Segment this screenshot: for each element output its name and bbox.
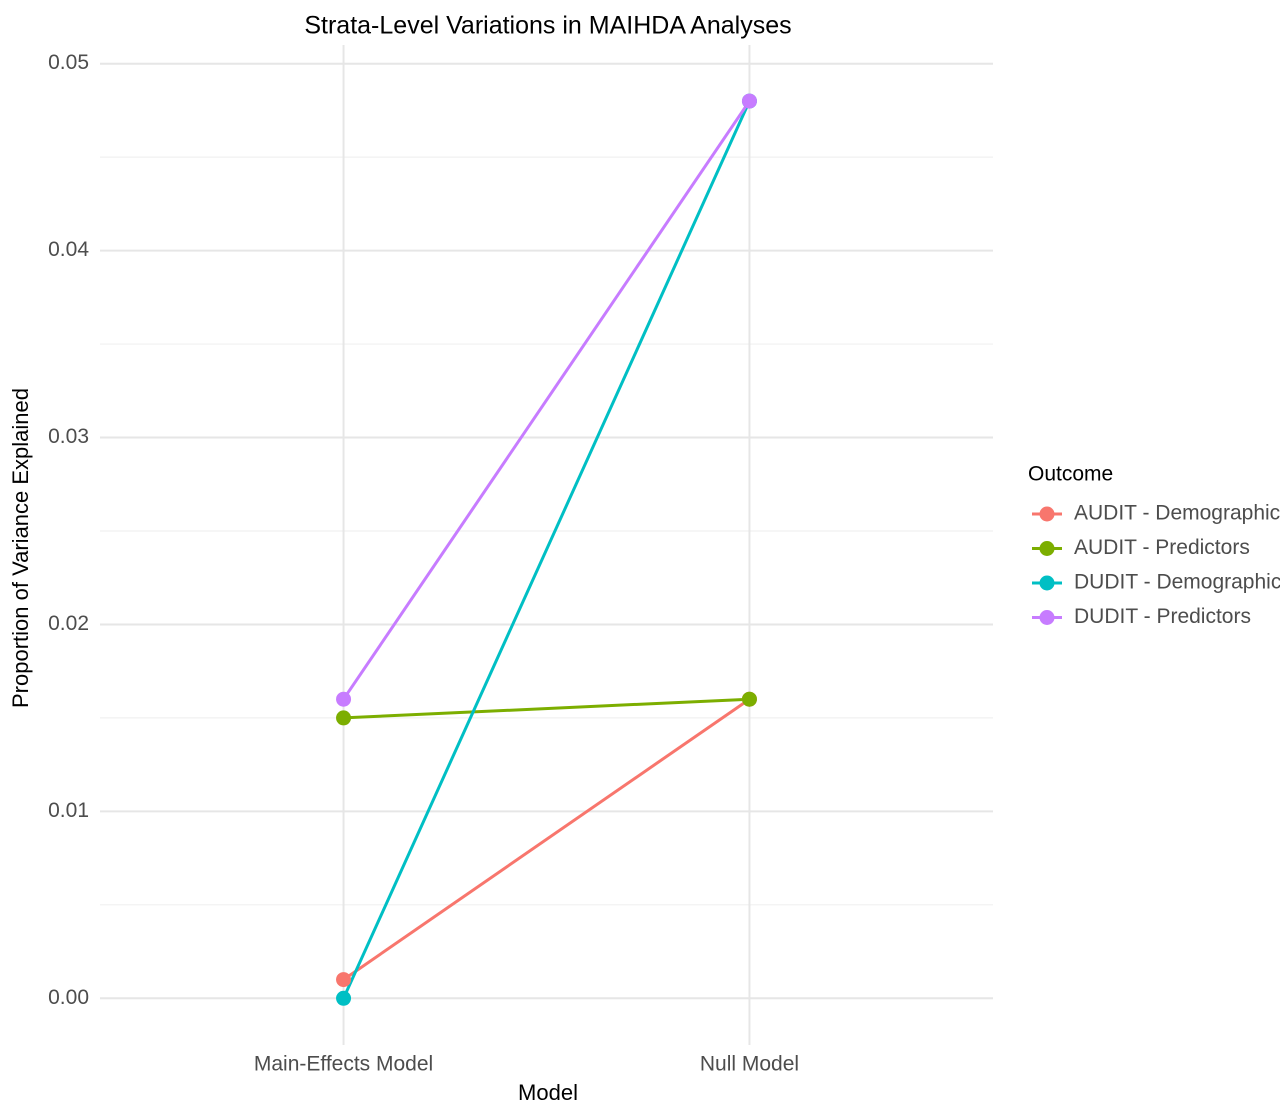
legend-label: DUDIT - Demographics [1074, 571, 1280, 594]
data-point [336, 972, 352, 988]
data-point [741, 93, 757, 109]
legend-key-point [1039, 610, 1055, 625]
series-line [342, 697, 751, 981]
data-point [336, 691, 352, 707]
legend-key-point [1039, 541, 1055, 556]
series-line [343, 697, 750, 720]
y-tick-label: 0.01 [48, 799, 89, 822]
y-tick-label: 0.00 [48, 986, 89, 1009]
chart-title: Strata-Level Variations in MAIHDA Analys… [304, 12, 791, 40]
series-line [342, 100, 751, 701]
legend-title: Outcome [1028, 463, 1113, 486]
legend-label: AUDIT - Predictors [1074, 536, 1250, 559]
y-tick-label: 0.04 [48, 238, 89, 261]
data-point [336, 710, 352, 726]
y-axis-title: Proportion of Variance Explained [8, 388, 33, 708]
series-line [342, 100, 751, 999]
x-tick-label: Main-Effects Model [254, 1053, 433, 1076]
x-axis-title: Model [518, 1080, 578, 1105]
data-point [741, 691, 757, 707]
legend-key-point [1039, 575, 1055, 591]
data-point [336, 990, 352, 1006]
x-tick-label: Null Model [700, 1053, 799, 1076]
y-tick-label: 0.03 [48, 425, 89, 448]
legend-label: AUDIT - Demographics [1074, 502, 1280, 525]
y-tick-label: 0.02 [48, 612, 89, 635]
legend-key-point [1039, 506, 1055, 522]
y-tick-label: 0.05 [48, 51, 89, 74]
legend-label: DUDIT - Predictors [1074, 605, 1251, 628]
